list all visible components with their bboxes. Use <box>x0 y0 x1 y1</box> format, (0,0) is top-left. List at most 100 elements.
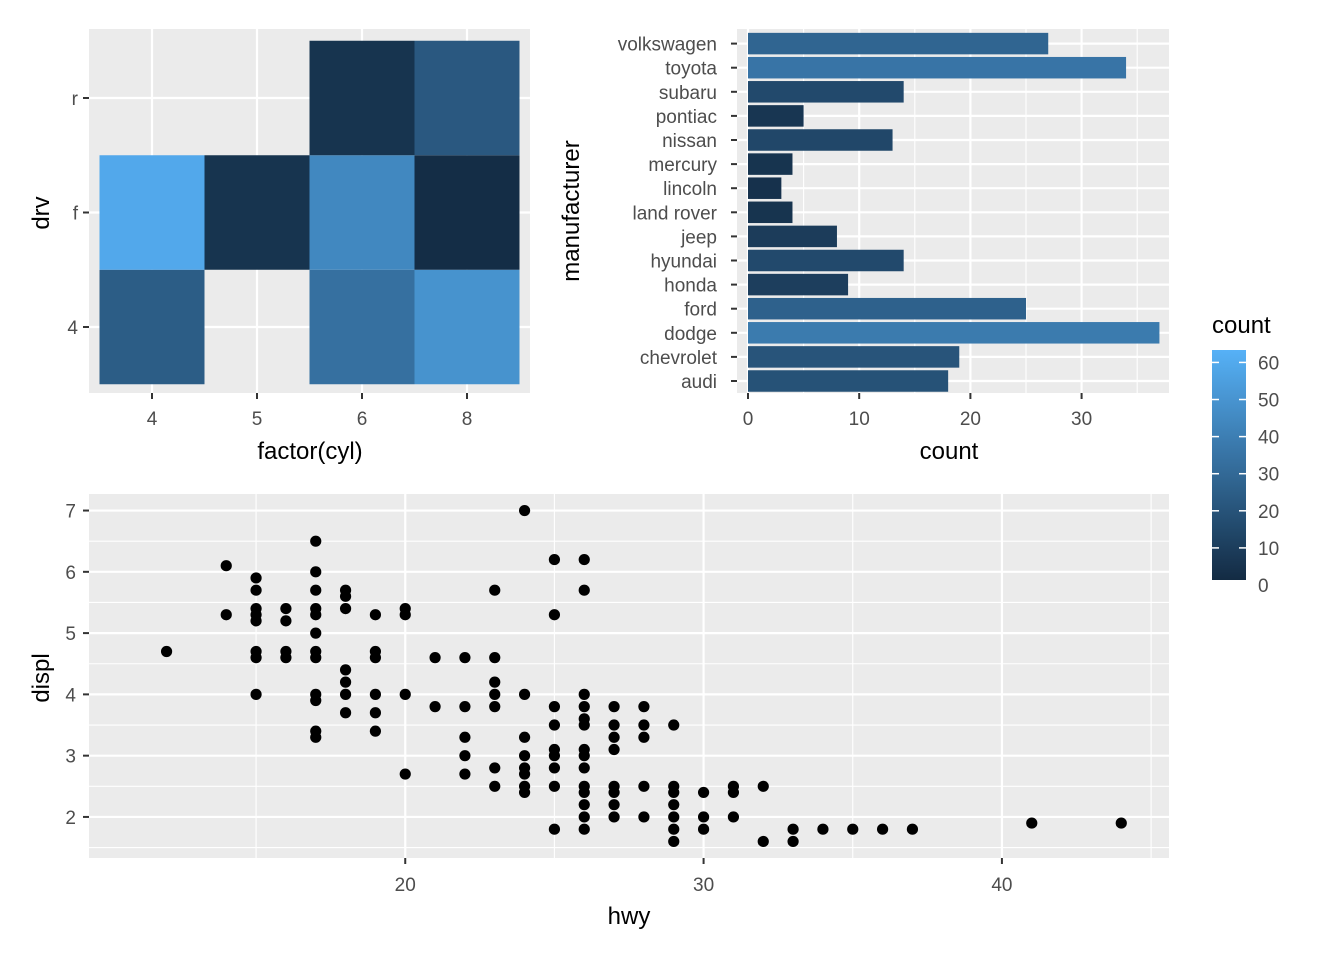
scatter-point <box>697 823 710 835</box>
scatter-point <box>459 652 471 664</box>
scatter-point <box>578 584 590 596</box>
scatter-point <box>489 652 501 664</box>
scatter-point <box>608 786 620 799</box>
bar-audi <box>748 370 949 392</box>
legend-break-label: 60 <box>1258 353 1279 374</box>
scatter-point <box>220 609 232 621</box>
scatter-y-tick-label: 3 <box>65 747 76 768</box>
heatmap-x-tick-label: 4 <box>147 409 158 430</box>
scatter-point <box>668 823 680 835</box>
heatmap-cell <box>309 269 415 385</box>
heatmap-cell <box>204 155 310 270</box>
heatmap-y-tick-label: r <box>72 89 79 110</box>
scatter-panel-background <box>89 494 1169 858</box>
bar-x-tick-label: 0 <box>743 409 754 430</box>
scatter-point <box>548 823 561 835</box>
scatter-point <box>339 676 352 688</box>
heatmap-x-tick-label: 6 <box>357 409 368 430</box>
scatter-point <box>668 799 680 811</box>
scatter-y-tick-label: 5 <box>65 624 76 645</box>
bar-y-tick-label: volkswagen <box>618 35 717 56</box>
manufacturer-bar-chart: audi chevrolet dodge ford honda hyundai jeep la… <box>558 29 1169 465</box>
heatmap-x-tick-label: 5 <box>252 409 263 430</box>
scatter-x-axis-title: hwy <box>608 903 651 930</box>
scatter-point <box>489 676 501 688</box>
legend-colorbar <box>1212 350 1246 580</box>
scatter-point <box>339 602 352 615</box>
bar-lincoln <box>748 177 782 199</box>
scatter-point <box>578 688 590 700</box>
scatter-point <box>310 731 322 743</box>
scatter-point <box>518 786 531 799</box>
scatter-point <box>548 750 561 762</box>
scatter-y-tick-label: 6 <box>65 563 76 584</box>
scatter-point <box>280 615 292 627</box>
scatter-point <box>697 811 710 823</box>
scatter-point <box>489 701 501 713</box>
scatter-point <box>489 584 501 596</box>
heatmap-x-axis-title: factor(cyl) <box>257 438 362 465</box>
bar-x-tick-label: 30 <box>1071 409 1092 430</box>
bar-x-tick-label: 20 <box>960 409 981 430</box>
scatter-point <box>250 688 262 700</box>
scatter-point <box>548 609 561 621</box>
scatter-point <box>697 786 710 799</box>
scatter-y-axis-title: displ <box>28 653 55 702</box>
bar-y-tick-label: chevrolet <box>640 348 718 369</box>
scatter-point <box>727 786 740 799</box>
scatter-point <box>369 725 382 737</box>
scatter-point <box>310 609 322 621</box>
scatter-point <box>310 535 322 547</box>
scatter-y-tick-label: 4 <box>65 685 76 706</box>
bar-volkswagen <box>748 32 1049 55</box>
scatter-point <box>339 664 352 676</box>
scatter-point <box>608 701 620 713</box>
scatter-point <box>518 731 531 743</box>
legend-break-label: 50 <box>1258 391 1279 412</box>
bar-y-tick-label: honda <box>664 276 717 297</box>
legend-break-label: 20 <box>1258 502 1279 523</box>
scatter-point <box>1026 817 1038 829</box>
scatter-point <box>757 835 769 848</box>
heatmap-x-tick-label: 8 <box>462 409 473 430</box>
scatter-point <box>638 731 650 743</box>
bar-subaru <box>748 81 904 103</box>
scatter-point <box>518 504 531 517</box>
scatter-point <box>369 688 382 700</box>
legend-title: count <box>1212 312 1271 339</box>
scatter-point <box>608 811 620 823</box>
scatter-point <box>578 750 590 762</box>
scatter-point <box>160 645 173 658</box>
heatmap-y-axis-title: drv <box>28 196 55 229</box>
bar-y-axis-title: manufacturer <box>558 140 585 281</box>
scatter-point <box>399 609 411 621</box>
bar-honda <box>748 273 849 296</box>
scatter-point <box>339 707 352 719</box>
scatter-point <box>578 553 590 566</box>
scatter-point <box>578 701 590 713</box>
scatter-point <box>429 701 441 713</box>
heatmap-cell <box>309 40 415 156</box>
scatter-point <box>489 762 501 774</box>
bar-y-tick-label: audi <box>681 372 717 393</box>
scatter-point <box>489 688 501 700</box>
scatter-point <box>250 652 262 664</box>
bar-y-tick-label: ford <box>684 300 717 321</box>
scatter-point <box>339 688 352 700</box>
scatter-point <box>250 572 262 584</box>
scatter-point <box>548 553 561 566</box>
scatter-point <box>668 719 680 731</box>
bar-toyota <box>748 56 1127 79</box>
bar-ford <box>748 297 1026 320</box>
scatter-point <box>847 823 859 835</box>
scatter-point <box>608 719 620 731</box>
scatter-point <box>310 652 322 664</box>
scatter-point <box>399 768 411 780</box>
scatter-point <box>518 750 531 762</box>
scatter-point <box>459 701 471 713</box>
scatter-point <box>369 652 382 664</box>
scatter-point <box>578 786 590 799</box>
bar-mercury <box>748 153 793 175</box>
heatmap-cell <box>414 269 520 385</box>
